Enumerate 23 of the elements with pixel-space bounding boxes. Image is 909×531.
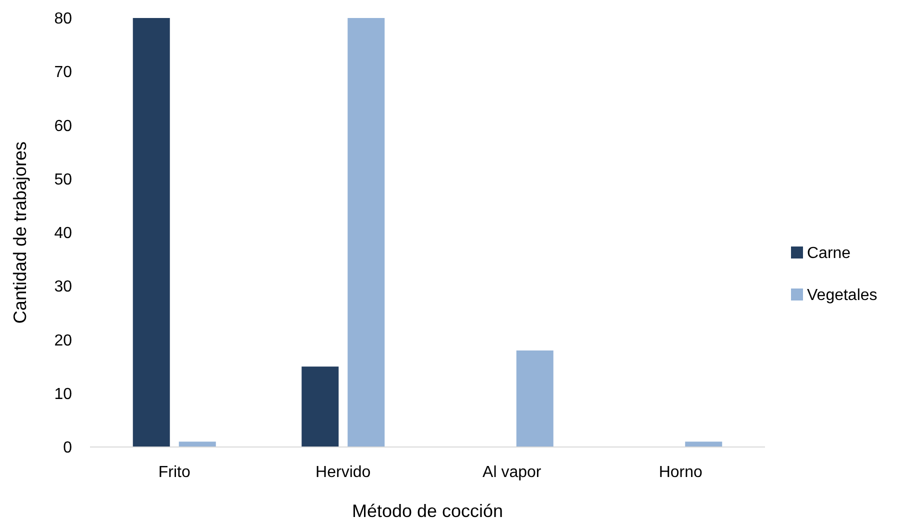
x-tick-label: Frito [158, 464, 190, 481]
bar [685, 442, 722, 447]
legend-label: Carne [807, 245, 851, 262]
y-tick-label: 20 [54, 332, 72, 350]
y-tick-label: 70 [54, 64, 72, 82]
y-axis-title: Cantidad de trabajores [10, 141, 30, 324]
y-tick-label: 80 [54, 10, 72, 28]
x-axis-title: Método de cocción [352, 501, 504, 521]
y-tick-label: 50 [54, 171, 72, 188]
bar [132, 18, 170, 447]
y-tick-label: 40 [54, 225, 72, 242]
bar [348, 18, 385, 447]
y-tick-label: 60 [54, 118, 72, 135]
bar [516, 350, 554, 447]
y-tick-label: 30 [54, 278, 72, 296]
legend-label: Vegetales [807, 287, 878, 304]
x-tick-label: Al vapor [482, 464, 542, 481]
bar [178, 442, 216, 447]
bar [302, 366, 339, 447]
x-tick-label: Hervido [316, 464, 371, 481]
y-tick-label: 0 [63, 440, 72, 457]
x-tick-label: Horno [658, 464, 703, 481]
y-tick-label: 10 [54, 386, 72, 403]
